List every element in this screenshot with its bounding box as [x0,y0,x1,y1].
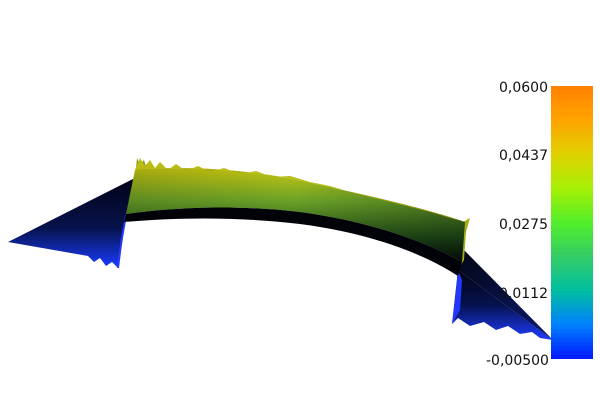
colorbar [551,86,593,359]
colorbar-band [551,137,593,143]
colorbar-band [551,222,593,228]
colorbar-band [551,184,593,189]
colorbar-band [551,158,593,164]
colorbar-tick-label: 0,0600 [499,80,548,96]
colorbar-band [551,312,593,317]
colorbar-band [551,286,593,292]
colorbar-tick-label: -0,00500 [486,353,549,369]
colorbar-band [551,145,593,151]
colorbar-band [551,324,593,330]
colorbar-band [551,175,593,181]
colorbar-band [551,196,593,202]
colorbar-band [551,167,593,172]
colorbar-band [551,209,593,215]
colorbar-band [551,303,593,309]
colorbar-band [551,329,593,335]
colorbar-band [551,248,593,253]
colorbar-band [551,94,593,100]
colorbar-band [551,90,593,96]
beam-body [124,158,465,276]
colorbar-band [551,120,593,125]
colorbar-band [551,128,593,134]
colorbar-band [551,179,593,185]
colorbar-band [551,273,593,279]
colorbar-band [551,213,593,219]
colorbar-band [551,243,593,249]
colorbar-band [551,162,593,168]
colorbar-band [551,171,593,177]
colorbar-tick-label: 0,0112 [499,286,548,302]
right-end-flange [452,218,553,340]
colorbar-band [551,226,593,232]
colorbar-band [551,149,593,155]
colorbar-band [551,154,593,160]
colorbar-band [551,354,593,359]
colorbar-band [551,103,593,108]
colorbar-band [551,256,593,262]
colorbar-band [551,252,593,258]
colorbar-band [551,124,593,130]
colorbar-band [551,201,593,207]
colorbar-band [551,295,593,300]
colorbar-band [551,316,593,322]
colorbar-band [551,111,593,117]
colorbar-band [551,239,593,245]
colorbar-band [551,115,593,121]
colorbar-band [551,260,593,266]
colorbar-band [551,307,593,313]
colorbar-band [551,205,593,211]
colorbar-tick-label: 0,0275 [499,217,548,233]
colorbar-band [551,218,593,224]
colorbar-band [551,290,593,296]
colorbar-band [551,132,593,138]
colorbar-band [551,341,593,347]
colorbar-band [551,107,593,113]
colorbar-band [551,269,593,275]
colorbar-band [551,299,593,305]
colorbar-band [551,231,593,236]
colorbar-band [551,350,593,356]
colorbar-band [551,188,593,194]
colorbar-band [551,337,593,343]
colorbar-band [551,141,593,147]
colorbar-band [551,277,593,283]
colorbar-band [551,86,593,91]
colorbar-band [551,192,593,198]
colorbar-band [551,346,593,352]
colorbar-band [551,98,593,104]
colorbar-band [551,320,593,326]
colorbar-band [551,333,593,339]
colorbar-band [551,235,593,241]
colorbar-band [551,265,593,271]
colorbar-tick-label: 0,0437 [499,148,548,164]
colorbar-band [551,282,593,288]
